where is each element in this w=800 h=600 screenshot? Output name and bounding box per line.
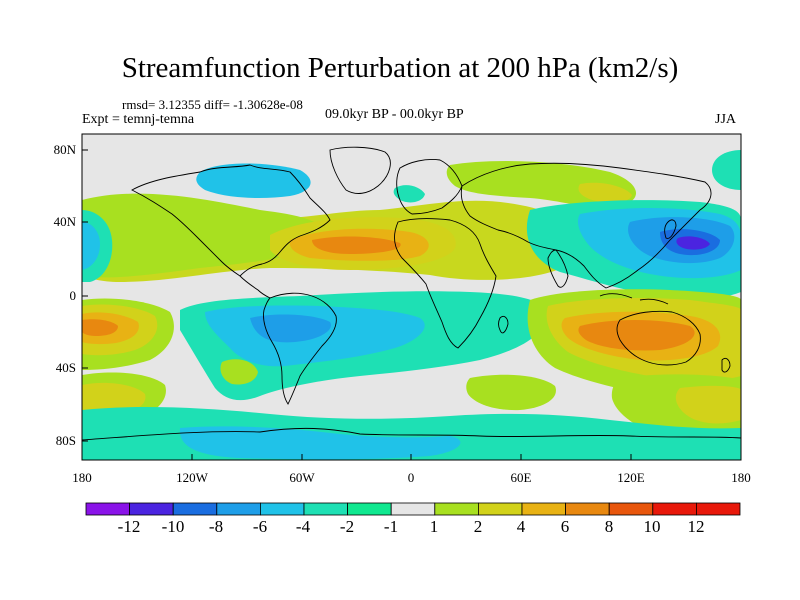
contour-west-cyan	[82, 222, 100, 270]
colorbar-box	[696, 502, 741, 516]
contour-natl-yellow	[578, 182, 632, 203]
coastline-asia	[460, 162, 712, 289]
contour-arctic-cyan	[196, 163, 311, 198]
lat-label-80n: 80N	[53, 142, 76, 157]
colorbar-box	[347, 502, 392, 516]
coastline-south-america	[263, 292, 337, 405]
colorbar-box	[303, 502, 348, 516]
colorbar-box	[565, 502, 610, 516]
contour-atlantic-max	[312, 236, 401, 254]
coastline-new-zealand	[721, 357, 731, 373]
contour-so-green-2	[466, 374, 556, 411]
colorbar-box	[652, 502, 697, 516]
colorbar-label-10: 10	[643, 517, 661, 536]
colorbar-box	[434, 502, 479, 516]
lon-label-60e: 60E	[510, 470, 532, 485]
lon-label-0: 0	[407, 470, 415, 485]
colorbar-label-m2: -2	[339, 517, 355, 536]
contour-ne-edge	[712, 150, 741, 190]
lon-label-180e: 180	[731, 470, 751, 485]
coastline-central-america	[239, 275, 271, 299]
lat-label-80s: 80S	[55, 433, 76, 448]
colorbar-label-12: 12	[687, 517, 705, 536]
lon-label-120w: 120W	[176, 470, 208, 485]
colorbar-box	[608, 502, 654, 516]
lat-label-0: 0	[69, 288, 77, 303]
lon-label-60w: 60W	[289, 470, 315, 485]
contour-aus-max	[578, 320, 695, 351]
colorbar-label-6: 6	[560, 517, 570, 536]
contour-so-yellow-1	[82, 382, 146, 415]
plot-title: Streamfunction Perturbation at 200 hPa (…	[121, 52, 679, 84]
experiment-label: Expt = temnj-temna	[82, 112, 195, 127]
period-label: 09.0kyr BP - 00.0kyr BP	[325, 107, 464, 122]
lon-label-120e: 120E	[617, 470, 645, 485]
contour-antarctic-cyan	[179, 426, 461, 460]
colorbar-label-8: 8	[604, 517, 614, 536]
colorbar-label-m6: -6	[252, 517, 268, 536]
lat-label-40s: 40S	[55, 360, 76, 375]
coastline-indonesia	[599, 293, 669, 305]
coastline-australia	[616, 310, 701, 366]
colorbar-box	[85, 502, 130, 516]
coastline-antarctica	[82, 427, 741, 441]
lon-label-180w: 180	[72, 470, 92, 485]
colorbar-label-m4: -4	[295, 517, 311, 536]
colorbar-label-2: 2	[473, 517, 483, 536]
coastline-india	[547, 249, 569, 288]
colorbar-box	[390, 502, 436, 516]
colorbar-box	[259, 502, 305, 516]
colorbar-label-4: 4	[516, 517, 526, 536]
contour-so-yellow-3	[675, 385, 741, 424]
colorbar-box	[172, 502, 218, 516]
colorbar-label-m1: -1	[383, 517, 399, 536]
contour-south-blue	[250, 314, 331, 343]
colorbar-box	[129, 502, 174, 516]
contour-north-green	[82, 193, 330, 278]
contour-mid-atl-green	[220, 359, 258, 385]
coastline-greenland	[329, 146, 391, 194]
colorbar-label-m12: -12	[117, 517, 141, 536]
colorbar-label-1: 1	[429, 517, 439, 536]
coastline-africa	[394, 218, 497, 349]
coastline-madagascar	[498, 315, 509, 334]
coastline-europe	[396, 159, 463, 215]
coastline-north-america	[131, 164, 331, 277]
rmsd-stats: rmsd= 3.12355 diff= -1.30628e-08	[122, 97, 303, 112]
contour-pacific-min	[676, 236, 710, 250]
colorbar-box	[521, 502, 566, 516]
colorbar-label-m8: -8	[208, 517, 224, 536]
colorbar-box	[477, 502, 523, 516]
colorbar-box	[216, 502, 261, 516]
season-label: JJA	[715, 112, 737, 127]
coastlines	[82, 146, 741, 441]
contour-sw-max	[82, 319, 118, 336]
axis-ticks	[81, 149, 742, 460]
colorbar-label-m10: -10	[161, 517, 185, 536]
lat-label-40n: 40N	[53, 214, 76, 229]
coastline-japan	[664, 219, 677, 239]
contour-greenland-cyan	[393, 185, 425, 203]
